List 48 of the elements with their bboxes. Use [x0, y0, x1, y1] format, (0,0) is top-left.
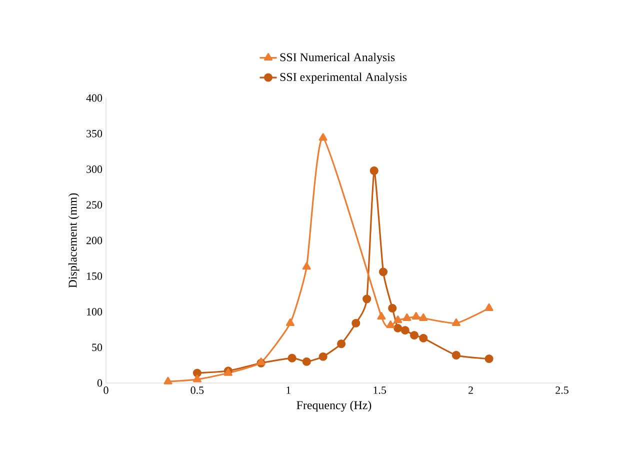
point — [192, 374, 202, 382]
point — [452, 318, 460, 326]
point — [394, 324, 402, 332]
point — [192, 368, 202, 378]
legend-label: SSI experimental Analysis — [280, 72, 407, 84]
point — [302, 357, 311, 366]
point — [419, 334, 428, 342]
point — [402, 313, 412, 321]
point — [318, 133, 328, 141]
point — [386, 320, 395, 328]
y-axis-title: Displacement (mm) — [68, 193, 80, 288]
x-tick-label: 0 — [104, 386, 108, 394]
y-tick-label: 0 — [97, 379, 102, 387]
x-tick-label: 1 — [286, 386, 290, 394]
y-tick-label: 400 — [86, 94, 102, 102]
x-axis-title: Frequency (Hz) — [296, 400, 372, 412]
point — [484, 354, 494, 364]
point — [377, 312, 386, 320]
x-tick-label: 2.5 — [556, 386, 568, 394]
point — [352, 318, 360, 328]
point — [419, 313, 428, 321]
point — [302, 262, 311, 270]
x-tick-label: 1.5 — [374, 386, 386, 394]
y-tick-label: 100 — [87, 308, 102, 316]
point — [288, 354, 296, 362]
x-tick-label: 2 — [468, 386, 473, 394]
y-tick-label: 350 — [86, 130, 102, 138]
y-tick-label: 250 — [86, 201, 102, 209]
y-tick-label: 300 — [86, 166, 102, 173]
point — [378, 268, 388, 276]
point — [362, 294, 372, 304]
y-tick-label: 150 — [87, 272, 102, 280]
point — [394, 316, 402, 324]
point — [412, 312, 420, 320]
point — [286, 318, 294, 326]
legend-label: SSI Numerical Analysis — [280, 52, 395, 64]
point — [318, 352, 328, 361]
point — [388, 304, 397, 312]
point — [484, 303, 494, 311]
y-tick-label: 50 — [92, 344, 102, 352]
point — [164, 376, 172, 384]
point — [452, 350, 460, 360]
point — [410, 330, 419, 340]
x-tick-label: 0.5 — [190, 386, 204, 394]
point — [370, 166, 378, 175]
point — [337, 340, 346, 348]
point — [400, 326, 410, 335]
y-tick-label: 200 — [86, 236, 102, 244]
